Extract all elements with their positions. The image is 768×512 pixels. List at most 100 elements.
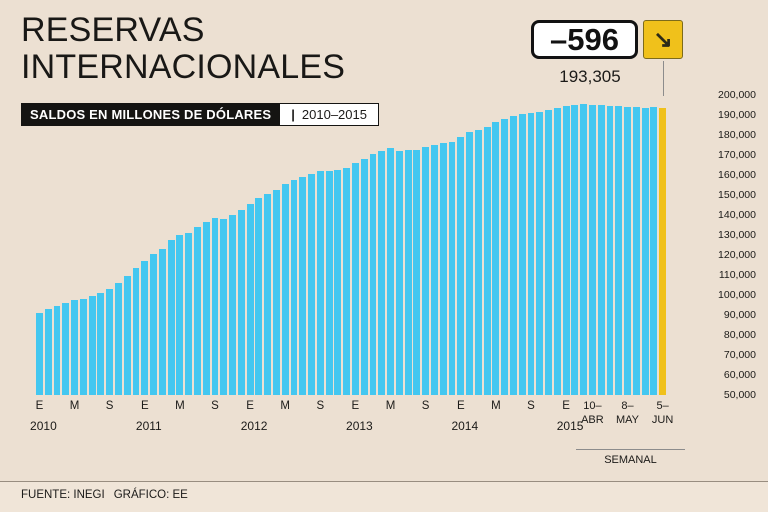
x-month-label: E	[140, 400, 149, 412]
footer-source: FUENTE: INEGI	[21, 489, 105, 501]
bar	[360, 158, 368, 395]
bar	[211, 218, 219, 395]
y-tick-label: 110,000	[718, 269, 756, 281]
bar	[536, 111, 544, 395]
x-month-label: M	[69, 400, 80, 412]
y-tick-label: 100,000	[718, 289, 756, 301]
bar	[316, 171, 324, 395]
bar	[545, 109, 552, 395]
bar	[466, 132, 473, 395]
bar	[510, 115, 517, 395]
bar	[71, 300, 78, 395]
bar	[255, 197, 263, 395]
x-month-label: S	[211, 400, 219, 412]
x-year-label: 2014	[451, 419, 479, 433]
bar	[106, 288, 114, 395]
bar	[483, 126, 491, 395]
x-week-label: 8– MAY	[615, 400, 640, 426]
title-line-2: INTERNACIONALES	[21, 47, 346, 86]
bar	[334, 170, 342, 395]
subtitle-period: 2010–2015	[301, 107, 367, 122]
x-year-label: 2013	[346, 419, 373, 433]
bar	[36, 313, 43, 395]
x-month-label: M	[175, 400, 185, 412]
bar	[439, 142, 447, 395]
bar	[518, 113, 526, 395]
x-year-label: 2015	[556, 419, 584, 433]
subtitle-label: SALDOS EN MILLONES DE DÓLARES	[21, 103, 281, 126]
x-month-label: M	[491, 400, 501, 412]
bar	[176, 235, 184, 395]
bar	[343, 167, 351, 395]
bar	[79, 299, 87, 395]
footer: FUENTE: INEGI GRÁFICO: EE	[0, 481, 768, 512]
y-tick-label: 90,000	[723, 309, 756, 321]
y-tick-label: 70,000	[723, 349, 756, 361]
latest-value-label: 193,305	[559, 67, 621, 86]
bar	[448, 141, 456, 395]
bar	[474, 129, 482, 395]
bar	[352, 162, 359, 395]
y-tick-label: 200,000	[718, 89, 756, 101]
x-month-label: E	[456, 400, 465, 412]
x-week-label: 5– JUN	[651, 400, 674, 426]
bar	[606, 105, 614, 395]
bar	[202, 222, 210, 395]
y-tick-label: 190,000	[718, 109, 756, 121]
bar	[492, 122, 500, 395]
bar	[422, 147, 430, 395]
title-line-1: RESERVAS	[21, 11, 205, 49]
x-month-label: E	[562, 400, 570, 412]
bar	[431, 144, 438, 395]
bar	[413, 149, 421, 395]
bar	[220, 219, 228, 395]
change-badge: –596 ↘	[531, 20, 683, 59]
bar	[132, 267, 140, 395]
bar	[527, 112, 535, 395]
bar	[632, 107, 640, 395]
bar	[404, 150, 412, 395]
bar	[88, 296, 96, 395]
bar	[299, 177, 307, 395]
y-tick-label: 60,000	[723, 369, 756, 381]
weekly-bracket-line	[576, 449, 685, 450]
y-tick-label: 180,000	[718, 129, 756, 141]
bar	[246, 203, 254, 395]
bar	[281, 183, 289, 395]
change-value: –596	[531, 20, 638, 59]
down-right-arrow-icon: ↘	[643, 20, 683, 59]
bar	[97, 293, 105, 395]
subtitle: SALDOS EN MILLONES DE DÓLARES | 2010–2015	[21, 103, 379, 126]
x-month-label: S	[421, 400, 430, 412]
bar	[553, 108, 561, 395]
bar	[562, 105, 570, 395]
x-month-label: S	[527, 400, 535, 412]
bar	[158, 248, 166, 395]
subtitle-period-box: | 2010–2015	[280, 103, 379, 126]
bar	[589, 104, 596, 395]
y-tick-label: 50,000	[723, 389, 756, 401]
bar	[395, 151, 403, 395]
highlight-bar	[659, 108, 667, 395]
x-year-label: 2011	[135, 419, 162, 433]
bar	[264, 193, 272, 395]
y-tick-label: 160,000	[718, 169, 756, 181]
bar	[650, 107, 658, 395]
bar	[273, 189, 280, 395]
bar	[167, 239, 175, 395]
bar	[378, 150, 386, 395]
bar	[237, 210, 245, 395]
bar	[571, 104, 579, 395]
pointer-line	[662, 61, 664, 96]
x-month-label: E	[35, 400, 44, 412]
y-tick-label: 140,000	[718, 209, 756, 221]
bar	[369, 154, 377, 395]
bar	[62, 303, 70, 395]
bar	[194, 227, 201, 395]
footer-credit: GRÁFICO: EE	[113, 489, 188, 501]
bar	[185, 232, 193, 395]
bar	[580, 104, 588, 395]
x-year-label: 2012	[240, 419, 268, 433]
y-axis: 200,000 190,000 180,000 170,000 160,000 150,0…	[684, 89, 758, 401]
